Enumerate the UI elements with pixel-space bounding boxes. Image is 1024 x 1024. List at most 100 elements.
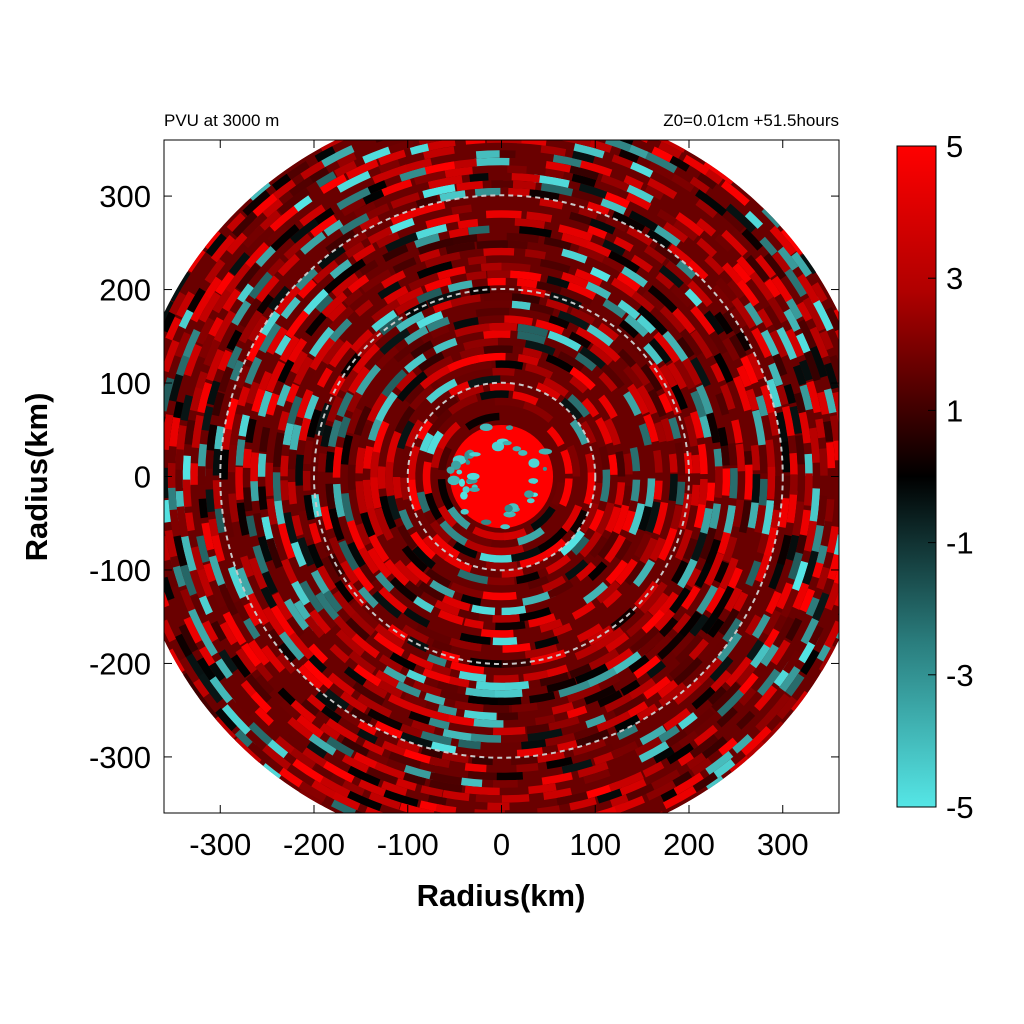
heatmap-cell-76 (398, 509, 414, 531)
heatmap-cell-260 (668, 453, 678, 473)
heatmap-cell-979 (656, 209, 678, 226)
heatmap-cell-1306 (736, 710, 756, 730)
heatmap-cell-26 (479, 390, 509, 401)
heatmap-cell-307 (358, 586, 379, 609)
heatmap-cell-591 (257, 453, 267, 477)
heatmap-cell-629 (250, 452, 259, 487)
heatmap-cell-888 (422, 184, 456, 199)
heatmap-cell-324 (426, 289, 462, 308)
heatmap-cell-836 (667, 243, 693, 266)
heatmap-cell-1390 (551, 116, 576, 128)
heatmap-cell-1021 (746, 639, 765, 661)
heatmap-cell-158 (471, 604, 496, 616)
heatmap-cell-565 (672, 612, 692, 634)
heatmap-cell-1181 (642, 761, 665, 778)
heatmap-cell-943 (217, 349, 233, 372)
heatmap-cell-1401 (210, 234, 236, 263)
heatmap-cell-1150 (540, 145, 567, 157)
heatmap-cell-176 (368, 534, 390, 563)
heatmap-cell-1147 (721, 229, 748, 257)
core-speckle-32 (458, 478, 465, 487)
heatmap-cell-1517 (605, 113, 631, 128)
heatmap-cell-1278 (190, 294, 211, 323)
heatmap-cell-1318 (829, 354, 839, 388)
heatmap-cell-586 (305, 312, 327, 337)
heatmap-cell-533 (715, 392, 730, 416)
heatmap-cell-1036 (600, 174, 630, 192)
heatmap-cell-258 (639, 537, 658, 565)
heatmap-cell-640 (534, 714, 556, 726)
heatmap-cell-441 (448, 676, 470, 688)
heatmap-cell-738 (765, 439, 776, 473)
heatmap-cell-1121 (366, 766, 398, 785)
heatmap-cell-218 (393, 336, 425, 363)
heatmap-cell-309 (431, 639, 453, 653)
core-speckle-23 (456, 469, 463, 475)
heatmap-cell-510 (272, 432, 285, 468)
heatmap-cell-1192 (832, 436, 839, 461)
heatmap-cell-967 (765, 590, 782, 615)
heatmap-cell-38 (569, 419, 589, 446)
heatmap-cell-1169 (218, 649, 238, 674)
heatmap-cell-1061 (279, 699, 299, 719)
heatmap-cell-638 (447, 714, 481, 727)
heatmap-cell-506 (308, 326, 335, 358)
heatmap-cell-388 (465, 270, 487, 281)
heatmap-cell-13 (458, 527, 493, 547)
heatmap-cell-280 (415, 623, 452, 645)
heatmap-cell-111 (379, 495, 397, 530)
heatmap-cell-881 (628, 210, 659, 232)
heatmap-cell-869 (696, 656, 724, 685)
heatmap-cell-1014 (541, 772, 573, 786)
heatmap-cell-1380 (839, 361, 854, 388)
heatmap-cell-1507 (867, 409, 878, 432)
heatmap-cell-1182 (666, 743, 694, 765)
heatmap-cell-478 (406, 669, 427, 684)
heatmap-cell-718 (260, 586, 280, 614)
heatmap-cell-983 (544, 168, 565, 180)
heatmap-cell-735 (724, 587, 743, 612)
heatmap-cell-152 (362, 445, 374, 469)
heatmap-cell-382 (624, 314, 649, 338)
x-tick-label-6: 300 (757, 827, 809, 862)
heatmap-cell-550 (266, 498, 278, 525)
heatmap-cell-1410 (140, 518, 150, 538)
heatmap-cell-138 (547, 579, 574, 599)
colorbar: 5 3 1 -1 -3 -5 (896, 129, 974, 825)
heatmap-cell-1285 (164, 535, 172, 567)
heatmap-cell-263 (629, 361, 651, 387)
y-tick-label-4: -100 (89, 553, 151, 588)
heatmap-cell-765 (339, 691, 368, 714)
heatmap-cell-1522 (419, 101, 453, 114)
heatmap-cell-1237 (435, 803, 457, 813)
heatmap-cell-1235 (383, 789, 419, 808)
heatmap-cell-451 (700, 507, 713, 535)
heatmap-cell-1385 (697, 172, 718, 190)
heatmap-cell-1367 (672, 771, 693, 787)
heatmap-cell-84 (599, 469, 611, 503)
heatmap-cell-1257 (741, 228, 763, 251)
heatmap-cell-1280 (164, 377, 175, 412)
heatmap-cell-415 (698, 479, 708, 506)
heatmap-cell-1101 (270, 224, 300, 252)
heatmap-cell-1049 (203, 339, 221, 367)
heatmap-cell-1523 (376, 112, 400, 126)
heatmap-cell-542 (418, 248, 441, 263)
heatmap-cell-313 (670, 504, 683, 530)
heatmap-cell-1017 (658, 725, 680, 744)
heatmap-cell-364 (302, 470, 311, 491)
heatmap-cell-1279 (174, 331, 191, 358)
heatmap-cell-1518 (581, 106, 606, 119)
heatmap-cell-102 (615, 450, 626, 477)
heatmap-cell-140 (597, 527, 621, 560)
heatmap-cell-808 (236, 567, 255, 597)
heatmap-cell-525 (613, 648, 646, 674)
heatmap-cell-411 (647, 592, 670, 616)
heatmap-cell-527 (659, 617, 679, 638)
heatmap-cell-571 (731, 419, 743, 444)
heatmap-cell-259 (652, 501, 669, 536)
heatmap-cell-699 (703, 310, 725, 335)
heatmap-cell-422 (584, 280, 612, 300)
heatmap-cell-1134 (772, 616, 795, 649)
y-tick-label-0: 300 (99, 179, 151, 214)
